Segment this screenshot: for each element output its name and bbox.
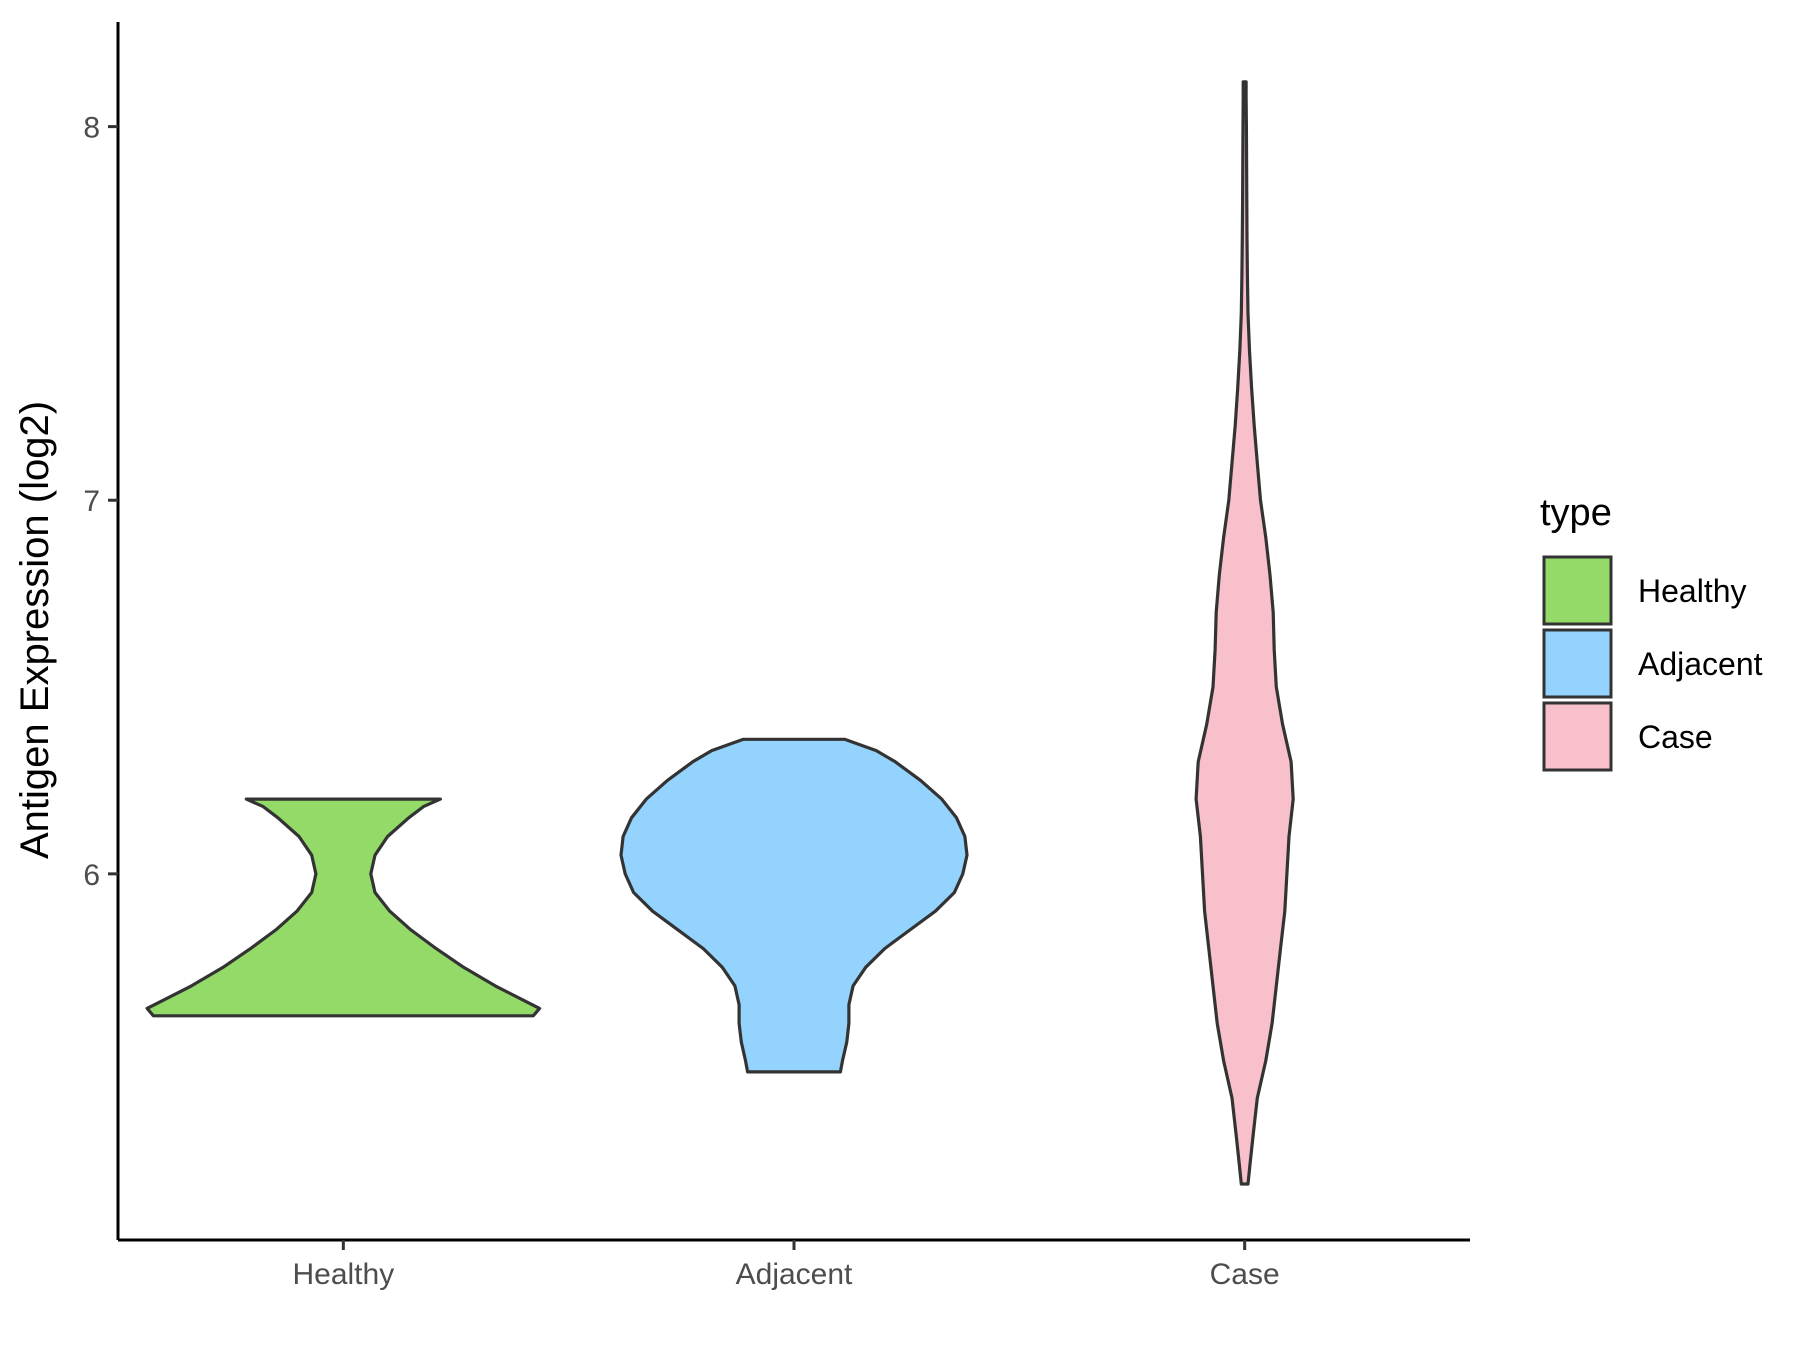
y-tick-label: 8 [83,112,100,145]
y-axis-title: Antigen Expression (log2) [13,401,57,859]
legend-key-healthy [1542,555,1613,626]
legend-items: Healthy Adjacent Case [1542,555,1763,772]
legend-title: type [1540,492,1612,534]
legend-key-case [1542,701,1613,772]
legend-label-healthy: Healthy [1638,573,1747,609]
legend-label-case: Case [1638,719,1713,755]
violin-adjacent [619,737,969,1074]
y-tick-label: 6 [83,859,100,892]
violin-healthy [145,797,542,1018]
x-tick-label: Healthy [292,1258,394,1291]
legend-label-adjacent: Adjacent [1638,646,1763,682]
x-tick-label: Adjacent [736,1258,853,1291]
axes-layer: 6 7 8 Healthy Adjacent Case [83,22,1470,1291]
violin-case [1194,80,1295,1186]
x-tick-label: Case [1210,1258,1280,1291]
legend-key-adjacent [1542,628,1613,699]
y-tick-label: 7 [83,485,100,518]
legend: type Healthy Adjacent Case [1540,492,1763,772]
violin-layer [145,80,1295,1186]
